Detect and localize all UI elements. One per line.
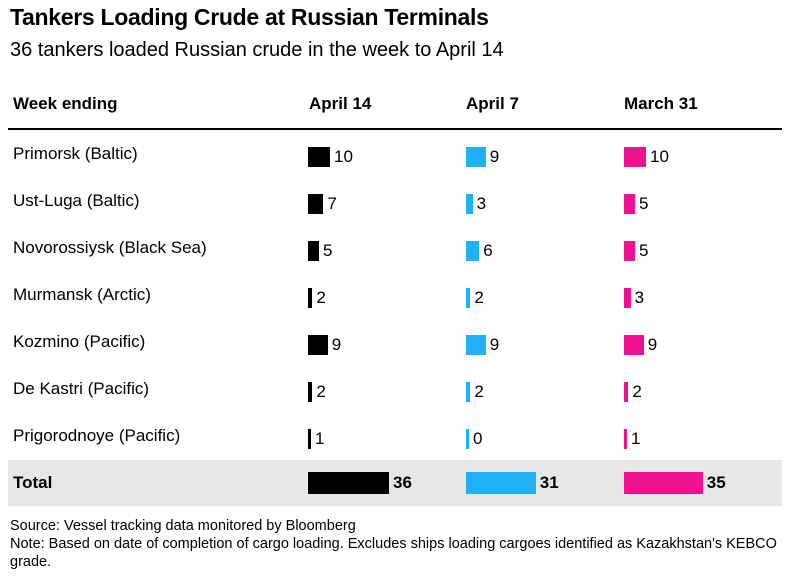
value-label-april-7-kozmino-pacific: 9 [489, 335, 500, 354]
value-label-april-7-de-kastri-pacific: 2 [474, 382, 484, 401]
column-header-april-7: April 7 [466, 94, 519, 113]
chart-subtitle: 36 tankers loaded Russian crude in the w… [10, 39, 504, 61]
total-label: Total [13, 473, 53, 492]
value-label-march-31-kozmino-pacific: 9 [647, 335, 658, 354]
value-label-april-7-ust-luga-baltic: 3 [476, 194, 487, 213]
total-bar-april-14-total [308, 472, 389, 494]
table-row-total: Total 36 31 35 [8, 460, 782, 506]
header-rule [8, 128, 782, 130]
value-label-april-14-novorossiysk-black-sea: 5 [323, 241, 333, 260]
terminal-label: Primorsk (Baltic) [13, 144, 138, 163]
table-row-de-kastri-pacific: De Kastri (Pacific) 2 2 2 [8, 366, 782, 413]
total-value-april-7-total: 31 [539, 473, 559, 492]
chart-title: Tankers Loading Crude at Russian Termina… [10, 4, 489, 30]
table-row-prigorodnoye-pacific: Prigorodnoye (Pacific) 1 0 1 [8, 413, 782, 460]
value-label-april-14-primorsk-baltic: 10 [334, 147, 353, 166]
bar-april-14-prigorodnoye-pacific [308, 429, 311, 449]
value-label-april-14-kozmino-pacific: 9 [331, 335, 342, 354]
value-label-march-31-novorossiysk-black-sea: 5 [639, 241, 649, 260]
value-label-april-14-de-kastri-pacific: 2 [316, 382, 326, 401]
terminal-label: De Kastri (Pacific) [13, 379, 150, 398]
table-row-primorsk-baltic: Primorsk (Baltic) 10 9 10 [8, 131, 782, 178]
terminal-label: Novorossiysk (Black Sea) [13, 238, 207, 257]
bar-march-31-de-kastri-pacific [624, 382, 629, 402]
table-row-novorossiysk-black-sea: Novorossiysk (Black Sea) 5 6 5 [8, 225, 782, 272]
value-label-march-31-primorsk-baltic: 10 [650, 147, 669, 166]
bar-march-31-ust-luga-baltic [624, 194, 635, 214]
total-bar-april-7-total [466, 472, 536, 494]
terminal-label: Ust-Luga (Baltic) [13, 191, 140, 210]
column-header-april-14: April 14 [309, 94, 372, 113]
value-label-march-31-prigorodnoye-pacific: 1 [631, 429, 641, 448]
bar-april-7-prigorodnoye-pacific [466, 429, 469, 449]
bar-april-7-kozmino-pacific [466, 335, 486, 355]
bar-april-7-de-kastri-pacific [466, 382, 471, 402]
column-header-march-31: March 31 [624, 94, 698, 113]
total-value-april-14-total: 36 [393, 473, 412, 492]
table-row-kozmino-pacific: Kozmino (Pacific) 9 9 9 [8, 319, 782, 366]
bar-march-31-prigorodnoye-pacific [624, 429, 627, 449]
total-value-march-31-total: 35 [706, 473, 726, 492]
note-text: Note: Based on date of completion of car… [10, 536, 777, 570]
table-row-ust-luga-baltic: Ust-Luga (Baltic) 7 3 5 [8, 178, 782, 225]
bar-april-7-ust-luga-baltic [466, 194, 473, 214]
value-label-april-7-novorossiysk-black-sea: 6 [483, 241, 493, 260]
value-label-march-31-de-kastri-pacific: 2 [632, 382, 642, 401]
bar-april-7-novorossiysk-black-sea [466, 241, 480, 261]
bar-april-14-de-kastri-pacific [308, 382, 313, 402]
value-label-april-14-ust-luga-baltic: 7 [327, 194, 337, 213]
bar-april-14-ust-luga-baltic [308, 194, 324, 214]
bar-april-7-murmansk-arctic [466, 288, 471, 308]
value-label-march-31-murmansk-arctic: 3 [634, 288, 645, 307]
bar-april-14-kozmino-pacific [308, 335, 328, 355]
terminal-label: Prigorodnoye (Pacific) [13, 426, 181, 445]
bar-march-31-novorossiysk-black-sea [624, 241, 635, 261]
column-header-week-ending: Week ending [13, 94, 118, 113]
bar-april-7-primorsk-baltic [466, 147, 486, 167]
value-label-april-14-prigorodnoye-pacific: 1 [315, 429, 325, 448]
total-bar-march-31-total [624, 472, 703, 494]
value-label-april-14-murmansk-arctic: 2 [316, 288, 326, 307]
value-label-april-7-primorsk-baltic: 9 [489, 147, 500, 166]
terminal-label: Murmansk (Arctic) [13, 285, 151, 304]
value-label-april-7-murmansk-arctic: 2 [474, 288, 484, 307]
bar-march-31-murmansk-arctic [624, 288, 631, 308]
terminal-label: Kozmino (Pacific) [13, 332, 146, 351]
bar-april-14-murmansk-arctic [308, 288, 313, 308]
value-label-march-31-ust-luga-baltic: 5 [639, 194, 649, 213]
bar-april-14-primorsk-baltic [308, 147, 330, 167]
bar-march-31-primorsk-baltic [624, 147, 646, 167]
bar-march-31-kozmino-pacific [624, 335, 644, 355]
bar-april-14-novorossiysk-black-sea [308, 241, 319, 261]
chart-footer: Source: Vessel tracking data monitored b… [10, 517, 780, 571]
table-row-murmansk-arctic: Murmansk (Arctic) 2 2 3 [8, 272, 782, 319]
source-text: Source: Vessel tracking data monitored b… [10, 518, 356, 534]
value-label-april-7-prigorodnoye-pacific: 0 [473, 429, 483, 448]
